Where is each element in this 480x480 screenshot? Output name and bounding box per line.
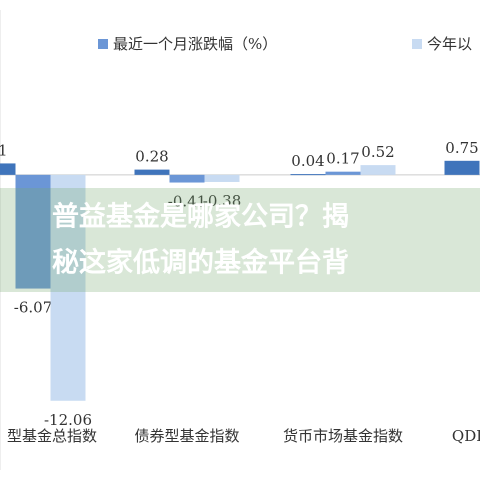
bar [444, 160, 480, 175]
bar [50, 174, 86, 401]
bar [360, 165, 396, 175]
bar [290, 174, 326, 176]
x-tick-label: 债券型基金指数 [134, 427, 239, 445]
x-tick-label: QDII [452, 427, 480, 445]
value-label: -12.06 [44, 411, 92, 429]
x-tick-label: 货币市场基金指数 [283, 427, 403, 445]
bar [134, 169, 170, 175]
value-label: 0.52 [361, 143, 394, 161]
bar [169, 174, 205, 183]
bar [204, 174, 240, 182]
value-label: -0.41 [168, 193, 206, 211]
value-label: 0.75 [445, 139, 478, 157]
bar [325, 171, 361, 175]
value-label: 61 [0, 141, 8, 159]
value-label: 0.17 [326, 150, 359, 168]
overlay-text: 秘这家低调的基金平台背 [52, 247, 349, 279]
legend-swatch [98, 39, 108, 49]
bar [15, 174, 51, 289]
value-label: 0.04 [291, 152, 324, 170]
legend-label: 最近一个月涨跌幅（%） [113, 35, 277, 53]
x-tick-label: 型基金总指数 [7, 427, 97, 445]
value-label: -6.07 [14, 299, 52, 317]
legend-label: 今年以 [427, 35, 472, 53]
overlay-band [0, 188, 480, 292]
legend-swatch [412, 39, 422, 49]
overlay-text: 普益基金是哪家公司？揭 [52, 201, 349, 233]
value-label: 0.28 [135, 148, 168, 166]
value-label: -0.38 [203, 192, 241, 210]
bar [0, 163, 16, 175]
